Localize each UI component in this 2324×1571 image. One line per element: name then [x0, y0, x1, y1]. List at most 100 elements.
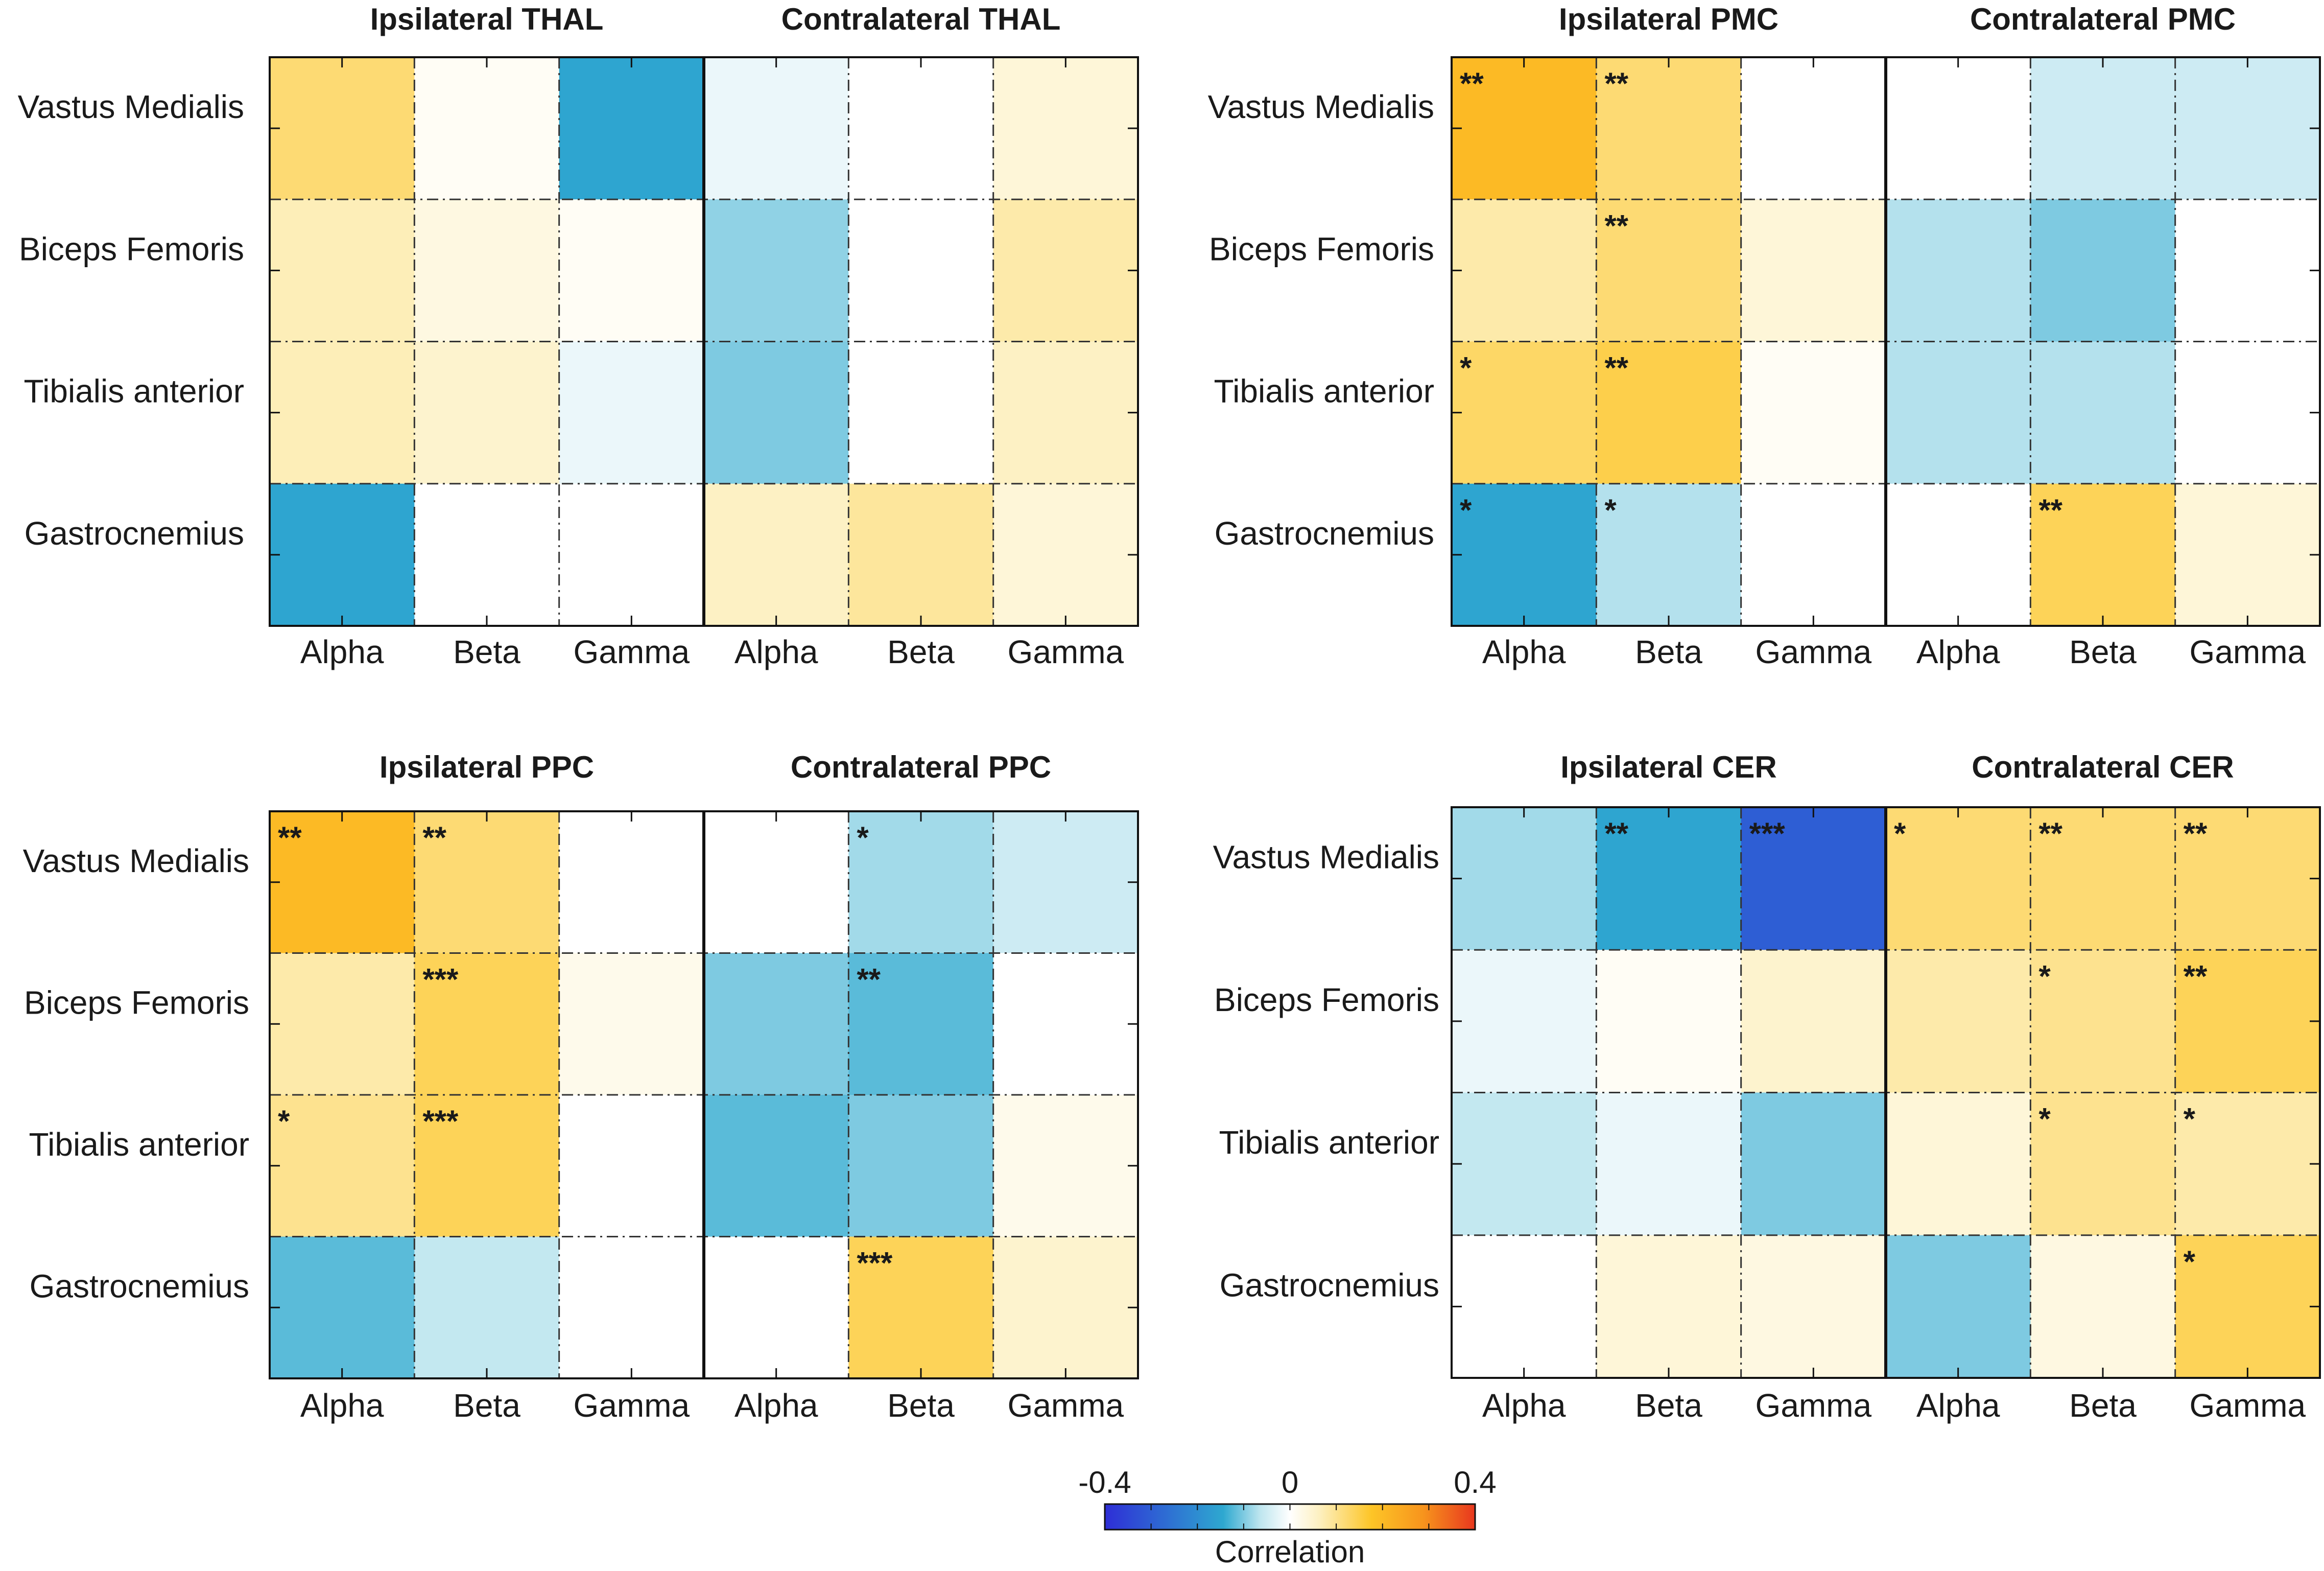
significance-mark: **	[1460, 66, 1484, 101]
heatmap-cell	[704, 199, 849, 342]
row-label-biceps-femoris: Biceps Femoris	[19, 230, 244, 267]
col-label-alpha: Alpha	[1482, 1387, 1566, 1424]
heatmap-cell	[270, 341, 415, 484]
heatmap-cell	[1741, 807, 1886, 950]
heatmap-cell	[559, 57, 704, 200]
row-label-tibialis-anterior: Tibialis anterior	[1214, 373, 1434, 410]
col-label-alpha: Alpha	[300, 1387, 384, 1424]
significance-mark: *	[1460, 493, 1472, 527]
region-title-contralateral-ppc: Contralateral PPC	[791, 750, 1051, 784]
heatmap-cell	[270, 1236, 415, 1379]
heatmap-cell	[414, 341, 560, 484]
heatmap-cell	[2175, 950, 2320, 1093]
heatmap-cell	[848, 953, 994, 1095]
col-label-gamma: Gamma	[1756, 634, 1872, 670]
col-label-beta: Beta	[2069, 1387, 2137, 1424]
col-label-gamma: Gamma	[574, 634, 690, 670]
col-label-gamma: Gamma	[2190, 634, 2306, 670]
heatmap-cell	[1452, 341, 1597, 484]
heatmap-cell	[559, 1095, 704, 1237]
col-label-beta: Beta	[1635, 1387, 1702, 1424]
heatmap-cell	[2030, 199, 2176, 342]
region-title-ipsilateral-thal: Ipsilateral THAL	[370, 2, 604, 36]
significance-mark: **	[1604, 816, 1628, 851]
significance-mark: **	[1604, 351, 1628, 385]
heatmap-cell	[414, 953, 560, 1095]
heatmap-cell	[848, 811, 994, 953]
row-label-gastrocnemius: Gastrocnemius	[1220, 1267, 1439, 1303]
heatmap-cell	[704, 1095, 849, 1237]
heatmap-cell	[704, 953, 849, 1095]
heatmap-cell	[1596, 57, 1742, 200]
panel-bottom-right-heatmap: ** *** * ** *** *** **Ipsilateral CER Contralat…	[1213, 750, 2321, 1424]
heatmap-cell	[1741, 199, 1886, 342]
heatmap-cell	[270, 483, 415, 626]
heatmap-cell	[1886, 807, 2031, 950]
colorbar: -0.4 0 0.4 Correlation	[1078, 1465, 1496, 1569]
heatmap-cell	[414, 57, 560, 200]
row-label-tibialis-anterior: Tibialis anterior	[1219, 1124, 1439, 1161]
heatmap-cell	[1741, 57, 1886, 200]
significance-mark: *	[1894, 816, 1906, 851]
heatmap-cell	[2030, 483, 2176, 626]
heatmap-cell	[2175, 341, 2320, 484]
region-title-contralateral-cer: Contralateral CER	[1972, 750, 2234, 784]
heatmap-cell	[559, 811, 704, 953]
heatmap-cell	[2175, 1092, 2320, 1236]
significance-mark: ***	[422, 963, 459, 997]
heatmap-cell	[1452, 483, 1597, 626]
heatmap-cell	[1886, 341, 2031, 484]
heatmap-cell	[1741, 950, 1886, 1093]
panel-frame	[1451, 806, 2321, 1379]
significance-mark: *	[2038, 959, 2051, 993]
heatmap-cell	[1596, 199, 1742, 342]
row-label-gastrocnemius: Gastrocnemius	[25, 515, 244, 552]
significance-mark: *	[1604, 493, 1617, 527]
row-label-tibialis-anterior: Tibialis anterior	[29, 1126, 249, 1163]
heatmap-cell	[993, 57, 1139, 200]
heatmap-cell	[2030, 1092, 2176, 1236]
heatmap-cell	[1452, 199, 1597, 342]
panel-frame	[1451, 56, 2321, 627]
significance-mark: **	[422, 820, 446, 855]
col-label-alpha: Alpha	[734, 634, 818, 670]
heatmap-cell	[704, 1236, 849, 1379]
heatmap-cell	[848, 57, 994, 200]
heatmap-cell	[848, 1236, 994, 1379]
heatmap-cell	[704, 811, 849, 953]
col-label-alpha: Alpha	[1482, 634, 1566, 670]
significance-mark: *	[2038, 1102, 2051, 1136]
heatmap-cell	[1596, 483, 1742, 626]
heatmap-cell	[704, 341, 849, 484]
col-label-alpha: Alpha	[734, 1387, 818, 1424]
row-label-biceps-femoris: Biceps Femoris	[24, 984, 249, 1021]
significance-mark: *	[2184, 1102, 2196, 1136]
heatmap-cell	[1596, 1092, 1742, 1236]
col-label-gamma: Gamma	[1756, 1387, 1872, 1424]
row-label-vastus-medialis: Vastus Medialis	[18, 88, 244, 125]
colorbar-max-label: 0.4	[1454, 1465, 1496, 1499]
heatmap-cell	[270, 953, 415, 1095]
panel-top-left-heatmap: Ipsilateral THAL Contralateral THAL Vastus…	[18, 2, 1139, 670]
heatmap-cell	[1886, 199, 2031, 342]
heatmap-cell	[1886, 1092, 2031, 1236]
heatmap-cell	[704, 483, 849, 626]
heatmap-cell	[2175, 483, 2320, 626]
heatmap-cell	[1741, 1092, 1886, 1236]
heatmap-cell	[1452, 1235, 1597, 1378]
heatmap-cell	[993, 199, 1139, 342]
col-label-beta: Beta	[2069, 634, 2137, 670]
row-label-gastrocnemius: Gastrocnemius	[30, 1268, 249, 1304]
heatmap-cell	[559, 199, 704, 342]
heatmap-cell	[2030, 341, 2176, 484]
heatmap-cell	[1596, 1235, 1742, 1378]
heatmap-cell	[559, 1236, 704, 1379]
region-title-ipsilateral-pmc: Ipsilateral PMC	[1559, 2, 1778, 36]
significance-mark: **	[1604, 66, 1628, 101]
row-label-vastus-medialis: Vastus Medialis	[1213, 839, 1439, 876]
heatmap-cell	[993, 341, 1139, 484]
heatmap-cell	[1741, 1235, 1886, 1378]
heatmap-cell	[1886, 950, 2031, 1093]
heatmap-cell	[993, 1236, 1139, 1379]
